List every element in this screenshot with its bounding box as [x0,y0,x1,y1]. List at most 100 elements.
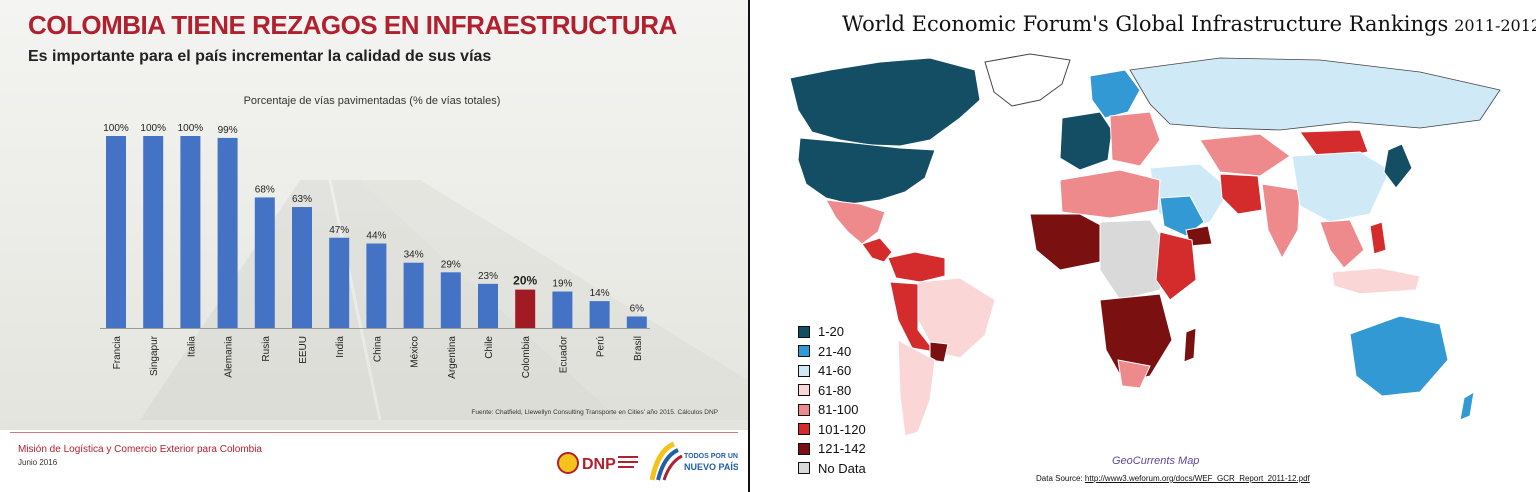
dnp-logo-text: DNP [582,456,616,473]
map-region-canada [789,57,981,147]
map-region-mexico [825,199,886,245]
legend-item: 101-120 [798,420,866,440]
map-region-russia [1129,57,1501,131]
bar-value-label: 99% [218,125,238,136]
map-region-argentina-chile [897,339,936,437]
bar-value-label: 100% [140,123,166,134]
bar-value-label: 100% [178,123,204,134]
map-region-central-asia [1199,133,1291,177]
legend-swatch [798,364,810,377]
legend-item: 61-80 [798,381,866,401]
slide-title: COLOMBIA TIENE REZAGOS EN INFRAESTRUCTUR… [28,10,677,40]
map-region-japan-korea [1383,143,1413,189]
category-tick-label: Argentina [447,336,458,379]
map-source: Data Source: http://www3.weforum.org/doc… [1036,474,1310,483]
legend-label: No Data [818,460,866,476]
map-region-indonesia [1331,267,1421,295]
bar-value-label: 14% [590,288,610,299]
legend-swatch [798,345,810,358]
legend-item: 121-142 [798,439,866,459]
footer-divider [10,432,738,433]
footer-date: Junio 2016 [18,458,58,467]
bar-alemania [217,137,238,328]
map-region-eastern-europe [1109,111,1161,167]
panel-divider [748,0,750,492]
chart-source: Fuente: Chatfield, Llewellyn Consulting … [471,409,718,416]
tp-logo-text-2: NUEVO PAÍS [684,462,738,472]
map-credit: GeoCurrents Map [1112,455,1200,467]
category-tick-label: Colombia [521,336,532,379]
legend-label: 121-142 [818,441,866,457]
slide-subtitle: Es importante para el país incrementar l… [28,48,492,65]
category-tick-label: Rusia [261,336,272,362]
map-title-text: World Economic Forum's Global Infrastruc… [842,12,1449,36]
map-source-link[interactable]: http://www3.weforum.org/docs/WEF_GCR_Rep… [1084,474,1310,483]
bar-value-label: 20% [513,274,537,288]
map-year: 2011-2012 [1454,16,1536,35]
bar-china [366,243,387,328]
category-tick-label: EEUU [298,336,309,364]
legend-label: 1-20 [818,324,845,340]
bar-chile [478,283,498,328]
bar-brasil [626,316,647,328]
paved-roads-bar-chart: Porcentaje de vías pavimentadas (% de ví… [100,95,718,416]
map-region-southeast-asia [1319,219,1365,269]
map-region-scandinavia [1089,69,1141,119]
category-tick-label: Italia [186,336,197,358]
slide-panel: COLOMBIA TIENE REZAGOS EN INFRAESTRUCTUR… [0,0,748,492]
map-region-north-africa [1059,169,1161,219]
category-tick-label: México [410,336,421,368]
map-region-india [1261,183,1301,260]
map-region-central-america [861,237,893,263]
bar-rusia [254,197,275,328]
bar-argentina [440,272,461,328]
legend-swatch [798,462,810,475]
map-region-central-africa [1099,219,1171,301]
map-region-south-africa [1117,359,1151,389]
map-region-usa [797,137,936,205]
legend-label: 101-120 [818,421,866,437]
bar-ecuador [552,291,573,328]
legend-label: 61-80 [818,382,852,398]
map-region-paraguay [929,341,949,363]
legend-swatch [798,325,810,338]
category-tick-label: Singapur [149,335,160,376]
bar-value-label: 44% [366,231,386,242]
map-source-prefix: Data Source: [1036,474,1085,483]
bar-value-label: 100% [103,123,129,134]
bar-italia [180,136,201,328]
legend-label: 81-100 [818,402,859,418]
legend-label: 41-60 [818,363,852,379]
bar-francia [106,136,126,328]
legend-item: No Data [798,459,866,479]
category-tick-label: India [335,336,346,358]
map-legend: 1-20 21-40 41-60 61-80 81-100 101-120 121-142 N… [798,322,866,478]
category-tick-label: Perú [596,336,607,357]
todos-por-un-nuevo-pais-logo: TODOS POR UN NUEVO PAÍS [649,441,738,481]
bar-value-label: 6% [630,303,645,314]
map-region-pakistan-iran [1219,173,1263,215]
bar-value-label: 19% [552,279,572,290]
map-region-australia [1349,315,1449,397]
category-tick-label: China [372,336,383,363]
map-region-venezuela-colombia [887,251,946,283]
map-region-new-zealand [1459,391,1475,421]
tp-logo-text-1: TODOS POR UN [684,453,738,460]
bar-eeuu [292,207,312,328]
chart-title: Porcentaje de vías pavimentadas (% de ví… [244,95,501,107]
map-region-west-africa [1029,213,1111,271]
bar-perú [589,301,610,328]
bar-value-label: 23% [478,271,498,282]
legend-item: 81-100 [798,400,866,420]
bar-value-label: 63% [292,194,312,205]
category-tick-label: Chile [484,336,495,359]
map-region-greenland [984,53,1071,107]
bar-méxico [403,262,424,328]
legend-swatch [798,403,810,416]
map-title: World Economic Forum's Global Infrastruc… [842,12,1536,36]
dnp-logo: DNP [557,452,638,474]
footer-title: Misión de Logística y Comercio Exterior … [18,444,262,455]
category-tick-label: Brasil [633,336,644,361]
bar-colombia [515,289,536,328]
